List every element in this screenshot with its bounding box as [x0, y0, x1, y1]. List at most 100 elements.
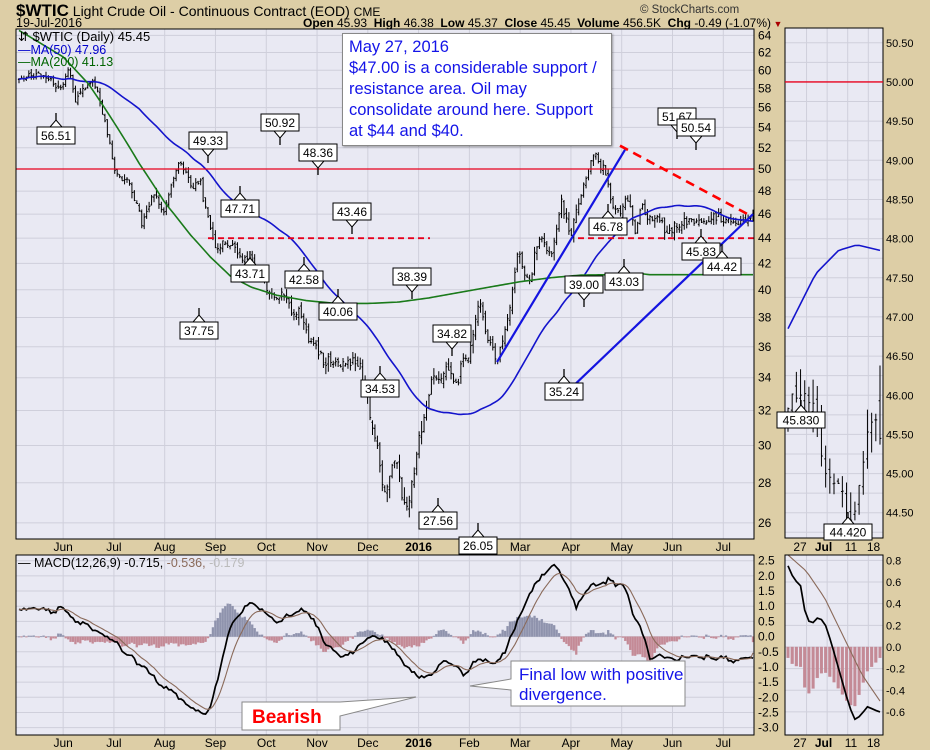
svg-text:-1.0: -1.0 [758, 660, 779, 674]
svg-text:May: May [610, 736, 633, 750]
svg-text:38.39: 38.39 [397, 270, 427, 284]
svg-text:1.0: 1.0 [758, 599, 775, 613]
svg-text:47.71: 47.71 [225, 202, 255, 216]
svg-text:46.78: 46.78 [593, 220, 623, 234]
svg-text:56: 56 [758, 101, 772, 115]
svg-text:Dec: Dec [357, 736, 378, 750]
svg-text:32: 32 [758, 404, 772, 418]
svg-text:Jun: Jun [663, 540, 682, 554]
svg-text:-0.2: -0.2 [886, 664, 905, 676]
svg-text:49.00: 49.00 [886, 155, 914, 167]
svg-text:44.50: 44.50 [886, 508, 914, 520]
svg-text:64: 64 [758, 28, 772, 42]
svg-text:May: May [610, 540, 633, 554]
svg-text:62: 62 [758, 46, 772, 60]
svg-text:Jul: Jul [106, 540, 121, 554]
svg-text:-3.0: -3.0 [758, 721, 779, 735]
svg-text:0.0: 0.0 [758, 630, 775, 644]
svg-text:44.420: 44.420 [830, 525, 867, 539]
svg-text:—MA(200) 41.13: —MA(200) 41.13 [18, 55, 113, 69]
svg-text:Nov: Nov [306, 540, 327, 554]
svg-text:46.00: 46.00 [886, 390, 914, 402]
svg-text:36: 36 [758, 340, 772, 354]
svg-text:Apr: Apr [562, 540, 581, 554]
svg-text:26.05: 26.05 [463, 539, 493, 553]
svg-text:⇵ $WTIC (Daily) 45.45: ⇵ $WTIC (Daily) 45.45 [18, 29, 150, 44]
svg-text:0.0: 0.0 [886, 642, 901, 654]
svg-text:56.51: 56.51 [41, 129, 71, 143]
svg-text:Jul: Jul [815, 540, 832, 554]
svg-text:34.53: 34.53 [365, 382, 395, 396]
svg-text:50: 50 [758, 162, 772, 176]
svg-text:Final low with positive: Final low with positive [519, 665, 683, 684]
svg-text:27: 27 [793, 736, 807, 750]
svg-text:47.50: 47.50 [886, 273, 914, 285]
svg-text:Mar: Mar [510, 736, 531, 750]
svg-text:45.83: 45.83 [686, 245, 716, 259]
svg-text:18: 18 [867, 736, 881, 750]
svg-text:0.4: 0.4 [886, 599, 901, 611]
svg-text:50.50: 50.50 [886, 38, 914, 50]
svg-text:43.03: 43.03 [609, 275, 639, 289]
svg-text:Jun: Jun [663, 736, 682, 750]
svg-text:Sep: Sep [205, 540, 227, 554]
svg-text:Oct: Oct [257, 540, 276, 554]
svg-text:Bearish: Bearish [252, 707, 322, 728]
svg-text:30: 30 [758, 438, 772, 452]
svg-text:50.00: 50.00 [886, 77, 914, 89]
svg-text:42.58: 42.58 [289, 273, 319, 287]
svg-text:-2.0: -2.0 [758, 690, 779, 704]
svg-text:Oct: Oct [257, 736, 276, 750]
svg-text:35.24: 35.24 [549, 385, 579, 399]
svg-text:-0.6: -0.6 [886, 707, 905, 719]
svg-text:46: 46 [758, 207, 772, 221]
svg-text:49.33: 49.33 [193, 134, 223, 148]
svg-text:— MACD(12,26,9) -0.715, -0.536: — MACD(12,26,9) -0.715, -0.536, -0.179 [18, 556, 245, 570]
svg-text:40: 40 [758, 283, 772, 297]
svg-text:27: 27 [793, 540, 807, 554]
svg-text:Mar: Mar [510, 540, 531, 554]
svg-text:Sep: Sep [205, 736, 227, 750]
svg-text:Jul: Jul [716, 540, 731, 554]
svg-text:-0.5: -0.5 [758, 645, 779, 659]
svg-text:divergence.: divergence. [519, 685, 607, 704]
svg-text:Jul: Jul [716, 736, 731, 750]
svg-text:2016: 2016 [405, 540, 432, 554]
svg-text:26: 26 [758, 516, 772, 530]
svg-text:-2.5: -2.5 [758, 705, 779, 719]
svg-text:44: 44 [758, 231, 772, 245]
svg-text:43.71: 43.71 [235, 267, 265, 281]
svg-text:38: 38 [758, 311, 772, 325]
svg-text:47.00: 47.00 [886, 312, 914, 324]
svg-text:Jul: Jul [106, 736, 121, 750]
svg-text:52: 52 [758, 141, 772, 155]
svg-text:Jul: Jul [815, 736, 832, 750]
svg-text:Jun: Jun [53, 540, 72, 554]
svg-text:60: 60 [758, 63, 772, 77]
svg-text:50.92: 50.92 [265, 116, 295, 130]
svg-text:50.54: 50.54 [681, 121, 711, 135]
svg-text:Aug: Aug [154, 540, 175, 554]
svg-text:48.36: 48.36 [303, 146, 333, 160]
svg-text:48.50: 48.50 [886, 194, 914, 206]
svg-text:39.00: 39.00 [569, 278, 599, 292]
svg-text:18: 18 [867, 540, 881, 554]
svg-text:48: 48 [758, 184, 772, 198]
svg-text:46.50: 46.50 [886, 351, 914, 363]
svg-text:0.8: 0.8 [886, 555, 901, 567]
svg-text:0.5: 0.5 [758, 614, 775, 628]
svg-text:37.75: 37.75 [184, 324, 214, 338]
svg-text:Jun: Jun [53, 736, 72, 750]
svg-text:0.2: 0.2 [886, 620, 901, 632]
svg-text:-1.5: -1.5 [758, 675, 779, 689]
svg-text:11: 11 [845, 736, 858, 750]
svg-text:Feb: Feb [459, 736, 480, 750]
svg-text:40.06: 40.06 [323, 305, 353, 319]
svg-text:-0.4: -0.4 [886, 685, 905, 697]
svg-text:Aug: Aug [154, 736, 175, 750]
svg-text:0.6: 0.6 [886, 577, 901, 589]
svg-text:27.56: 27.56 [423, 514, 453, 528]
svg-text:Apr: Apr [562, 736, 581, 750]
svg-text:11: 11 [845, 540, 858, 554]
svg-text:2016: 2016 [405, 736, 432, 750]
